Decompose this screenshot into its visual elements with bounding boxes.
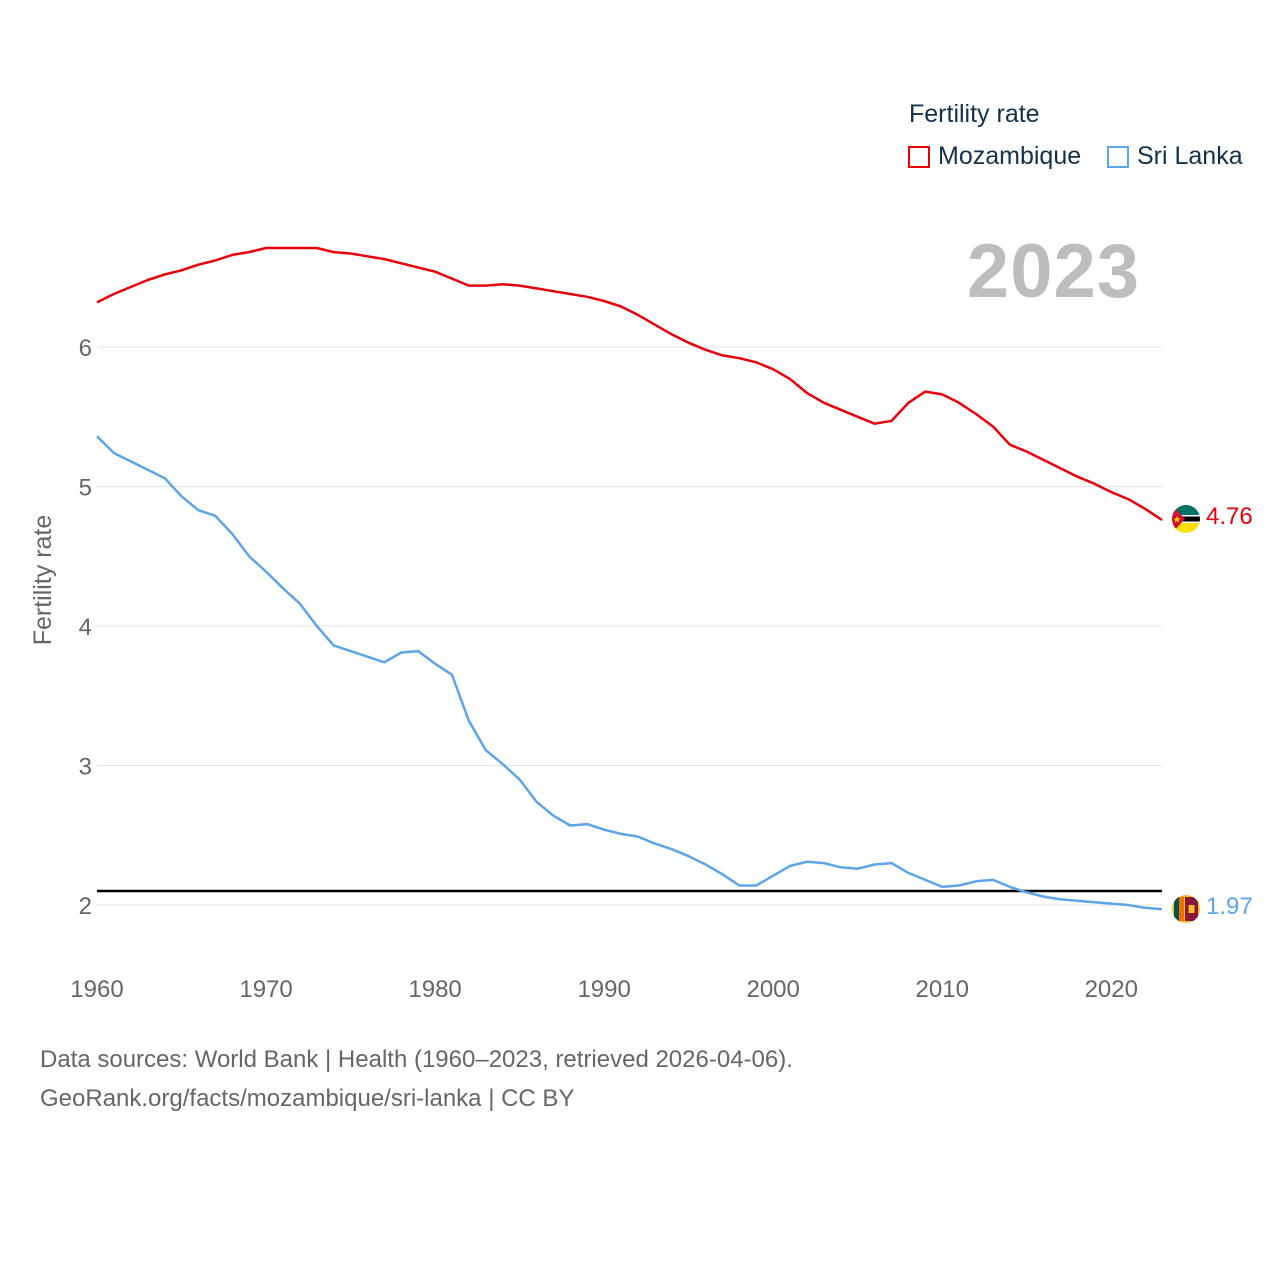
x-tick-label: 2010 — [916, 976, 969, 1003]
x-axis-ticks: 1960 1970 1980 1990 2000 2010 2020 — [70, 976, 1138, 1003]
legend-title: Fertility rate — [909, 100, 1040, 128]
y-tick-label: 5 — [79, 475, 92, 502]
x-tick-label: 1980 — [408, 976, 461, 1003]
y-axis-ticks: 2 3 4 5 6 — [79, 335, 92, 920]
gridlines — [97, 346, 1162, 906]
x-tick-label: 1960 — [70, 976, 123, 1003]
series-line-sri-lanka[interactable] — [96, 435, 1163, 911]
y-tick-label: 6 — [79, 335, 92, 362]
end-value-sri-lanka: 1.97 — [1206, 893, 1253, 920]
footer-sources: Data sources: World Bank | Health (1960–… — [40, 1046, 793, 1073]
x-tick-label: 2020 — [1085, 976, 1138, 1003]
footer-attribution-link[interactable]: GeoRank.org/facts/mozambique/sri-lanka |… — [40, 1085, 575, 1112]
legend-swatch-sri-lanka — [1107, 145, 1129, 168]
legend-item-mozambique[interactable]: Mozambique — [908, 142, 1081, 171]
x-tick-label: 1970 — [239, 976, 292, 1003]
year-label: 2023 — [966, 229, 1140, 314]
legend-label-sri-lanka: Sri Lanka — [1137, 142, 1243, 170]
series-line-mozambique[interactable] — [96, 246, 1163, 522]
end-value-mozambique: 4.76 — [1206, 503, 1253, 530]
y-tick-label: 2 — [79, 893, 92, 920]
series-lines — [96, 246, 1163, 911]
x-tick-label: 1990 — [577, 976, 630, 1003]
y-tick-label: 4 — [79, 614, 92, 641]
x-tick-label: 2000 — [746, 976, 799, 1003]
legend-label-mozambique: Mozambique — [938, 142, 1082, 170]
y-axis-label: Fertility rate — [29, 515, 57, 646]
y-tick-label: 3 — [79, 754, 92, 781]
legend-item-sri-lanka[interactable]: Sri Lanka — [1107, 142, 1243, 171]
sri-lanka-flag-icon — [1172, 895, 1200, 923]
legend-swatch-mozambique — [908, 145, 930, 168]
mozambique-flag-icon — [1172, 505, 1200, 533]
